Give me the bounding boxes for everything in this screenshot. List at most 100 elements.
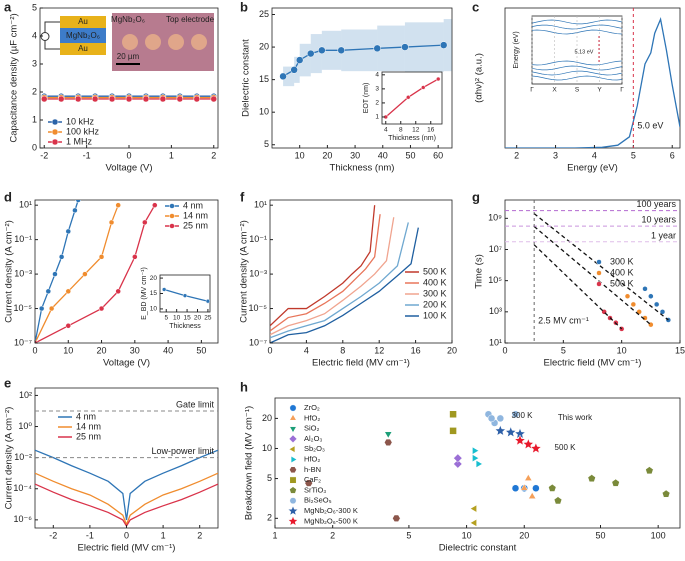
marker: [279, 72, 287, 81]
y-tick-label: 10⁻⁶: [14, 514, 33, 524]
series-line: [270, 205, 376, 327]
marker: [596, 270, 602, 276]
marker: [529, 442, 542, 454]
marker: [659, 309, 666, 315]
marker: [287, 505, 299, 516]
reference-label: 10 years: [641, 215, 676, 225]
panel-label: c: [472, 0, 479, 14]
x-axis-label: Electric field (MV cm⁻¹): [78, 542, 176, 553]
x-tick-label: 5: [406, 530, 411, 540]
marker: [40, 95, 48, 103]
legend-label: 400 K: [423, 277, 447, 287]
marker: [161, 287, 167, 292]
legend-label: 14 nm: [183, 210, 208, 220]
series-line: [35, 472, 218, 527]
y-tick-label: 10⁰: [18, 421, 32, 431]
band-line: [532, 70, 622, 76]
y-axis-label: Energy (eV): [513, 31, 520, 68]
legend-label: SrTiO₃: [304, 485, 326, 494]
legend-label: h-BN: [304, 465, 321, 474]
y-axis-label: Time (s): [473, 254, 484, 288]
y-tick-label: 20: [150, 275, 158, 282]
marker: [51, 118, 59, 126]
y-axis-label: EOT (nm): [363, 83, 370, 114]
x-tick-label: 10: [462, 530, 472, 540]
reference-label: 5.0 eV: [637, 120, 663, 130]
x-tick-label: 2: [211, 150, 216, 160]
annotation: 20 µm: [117, 52, 140, 61]
au-layer: [60, 16, 106, 28]
y-tick-label: 10⁻⁷: [14, 337, 32, 347]
x-axis-label: Thickness: [169, 323, 201, 330]
y-tick-label: 15: [259, 74, 269, 84]
marker: [524, 473, 533, 481]
marker: [307, 49, 315, 58]
y-axis-label: Dielectric constant: [240, 39, 251, 117]
band-line: [532, 19, 622, 25]
annotation: 5.13 eV: [575, 49, 594, 55]
x-tick-label: 16: [427, 127, 435, 134]
x-tick-label: 2: [197, 530, 202, 540]
y-tick-label: 1: [375, 114, 379, 121]
y-tick-label: 10⁻¹: [14, 234, 32, 244]
marker: [51, 138, 59, 146]
marker: [469, 518, 477, 527]
y-tick-label: 10⁻²: [14, 452, 32, 462]
legend-label: Al₂O₃: [304, 434, 322, 443]
series-line: [505, 16, 680, 148]
plot-area: [505, 16, 680, 148]
y-tick-label: 10⁻⁵: [249, 303, 268, 313]
y-tick-label: 20: [262, 413, 272, 423]
marker: [289, 426, 297, 433]
marker: [548, 483, 557, 492]
plot-frame: [274, 397, 681, 529]
legend-label: 14 nm: [76, 421, 101, 431]
marker: [159, 95, 167, 103]
marker: [169, 223, 175, 229]
legend-label: 100 kHz: [66, 126, 100, 136]
legend-label: 4 nm: [183, 200, 203, 210]
y-tick-label: 5: [264, 139, 269, 149]
reference-label: 1 year: [651, 230, 676, 240]
marker: [152, 202, 158, 208]
y-axis-label: Current density (A cm⁻²): [3, 407, 14, 510]
legend-label: 1 MHz: [66, 136, 93, 146]
marker: [205, 298, 210, 304]
marker: [288, 434, 298, 444]
marker: [511, 410, 520, 419]
marker: [45, 288, 52, 295]
error-band: [310, 34, 322, 74]
legend-label: 500 K: [423, 266, 447, 276]
x-tick-label: 12: [412, 127, 420, 134]
marker: [290, 455, 298, 464]
marker: [169, 203, 175, 209]
y-tick-label: 10⁻⁷: [249, 337, 267, 347]
plot-frame: [271, 7, 453, 149]
marker: [65, 288, 72, 295]
x-tick-label: 5: [561, 345, 566, 355]
x-tick-label: 20: [447, 345, 457, 355]
x-tick-label: 20: [194, 315, 202, 322]
marker: [51, 128, 59, 136]
marker: [514, 434, 526, 446]
electrode: [122, 34, 138, 50]
plot-frame: [504, 199, 681, 344]
marker: [295, 56, 304, 64]
y-tick-label: 1: [32, 114, 37, 124]
annotation: This work: [558, 413, 593, 422]
series-line: [385, 78, 439, 118]
legend-label: MgNb₂O₆-300 K: [304, 506, 358, 515]
legend-label: 25 nm: [76, 431, 101, 441]
annotation: Au: [78, 17, 88, 26]
y-tick-label: 10¹: [19, 200, 32, 210]
marker: [532, 484, 540, 492]
y-tick-label: 4: [375, 72, 379, 79]
y-tick-label: 10⁻³: [249, 268, 267, 278]
marker: [392, 514, 401, 522]
x-tick-label: 4: [384, 127, 388, 134]
x-axis-label: Energy (eV): [567, 162, 618, 173]
y-tick-label: 10¹: [489, 337, 502, 347]
plot-area: [161, 287, 210, 304]
series-line: [270, 222, 409, 339]
marker: [125, 95, 133, 103]
